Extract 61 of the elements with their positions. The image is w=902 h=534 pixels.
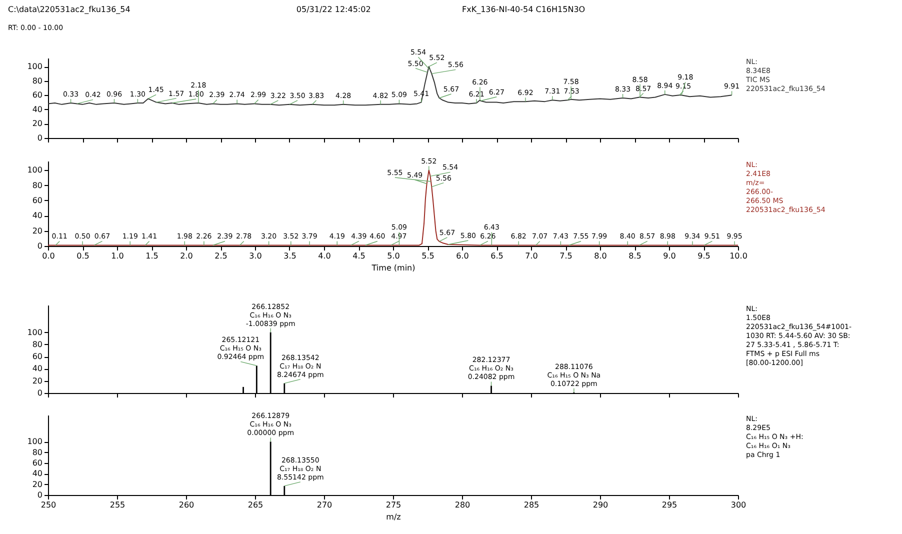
x-tick-label: 1.5 <box>146 252 158 260</box>
x-tick-label: 280 <box>454 500 470 510</box>
x-axis-title: m/z <box>386 512 401 522</box>
x-tick-label: 4.5 <box>352 252 366 260</box>
y-tick-label: 60 <box>32 458 42 468</box>
y-tick-label: 20 <box>32 226 42 236</box>
y-tick-label: 80 <box>32 340 42 349</box>
x-tick-label: 0.5 <box>76 252 90 260</box>
x-tick-label: 295 <box>662 500 678 510</box>
x-tick-label: 8.0 <box>594 252 607 260</box>
y-tick-label: 60 <box>32 196 42 205</box>
x-tick-label: 270 <box>316 500 332 510</box>
x-tick-label: 260 <box>178 500 194 510</box>
y-tick-label: 0 <box>37 134 42 142</box>
x-tick-label: 2.5 <box>214 252 228 260</box>
x-tick-label: 7.5 <box>560 252 572 260</box>
y-tick-label: 80 <box>32 76 42 86</box>
y-tick-label: 0 <box>37 388 42 398</box>
y-tick-label: 20 <box>32 376 42 386</box>
text: 05/31/22 12:45:02 <box>296 5 371 14</box>
x-tick-label: 275 <box>386 500 402 510</box>
x-tick-label: 6.0 <box>456 252 469 260</box>
x-tick-label: 5.5 <box>422 252 434 260</box>
x-tick-label: 5.0 <box>387 252 400 260</box>
y-tick-label: 40 <box>32 211 42 220</box>
y-tick-label: 100 <box>27 166 42 175</box>
y-tick-label: 0 <box>37 242 42 250</box>
y-tick-label: 20 <box>32 119 42 128</box>
y-tick-label: 0 <box>37 490 42 500</box>
x-tick-label: 10.0 <box>730 252 748 260</box>
x-tick-label: 3.0 <box>249 252 262 260</box>
x-axis-title: Time (min) <box>370 264 416 272</box>
x-tick-label: 255 <box>110 500 126 510</box>
x-tick-label: 6.5 <box>490 252 504 260</box>
x-tick-label: 7.0 <box>525 252 538 260</box>
x-tick-label: 265 <box>248 500 264 510</box>
x-tick-label: 8.5 <box>628 252 642 260</box>
y-tick-label: 40 <box>32 364 42 374</box>
x-tick-label: 9.0 <box>663 252 676 260</box>
x-tick-label: 3.5 <box>284 252 296 260</box>
x-tick-label: 4.0 <box>318 252 331 260</box>
x-tick-label: 2.0 <box>180 252 193 260</box>
y-tick-label: 20 <box>32 480 42 489</box>
y-tick-label: 100 <box>27 328 42 337</box>
y-tick-label: 60 <box>32 352 42 362</box>
x-tick-label: 0.0 <box>42 252 55 260</box>
y-tick-label: 100 <box>27 62 42 72</box>
chart-title: FxK_136-NI-40-54 C16H15N3O <box>462 5 586 14</box>
x-tick-label: 250 <box>40 500 56 510</box>
x-tick-label: 300 <box>730 500 746 510</box>
x-tick-label: 290 <box>592 500 608 510</box>
y-tick-label: 100 <box>27 437 42 446</box>
y-tick-label: 80 <box>32 448 42 457</box>
x-tick-label: 9.5 <box>698 252 710 260</box>
x-tick-label: 1.0 <box>111 252 124 260</box>
y-tick-label: 40 <box>32 104 42 114</box>
text: C:\data\220531ac2_fku136_54 <box>8 5 130 14</box>
y-tick-label: 60 <box>32 90 42 100</box>
y-tick-label: 80 <box>32 180 42 190</box>
y-tick-label: 40 <box>32 469 42 478</box>
x-tick-label: 285 <box>524 500 540 510</box>
